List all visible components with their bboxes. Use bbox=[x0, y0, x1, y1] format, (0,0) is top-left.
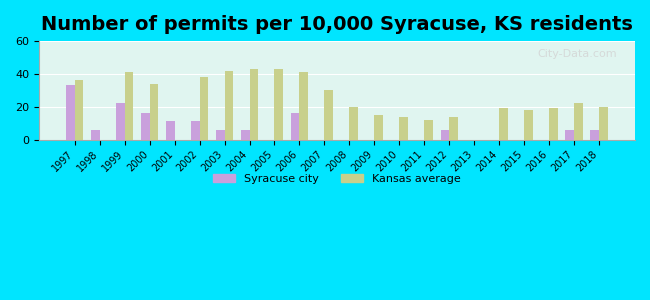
Bar bbox=[300, 72, 308, 140]
Bar bbox=[566, 130, 574, 140]
Bar bbox=[91, 130, 99, 140]
Bar bbox=[399, 116, 408, 140]
Bar bbox=[574, 103, 583, 140]
Bar bbox=[525, 110, 533, 140]
Bar bbox=[240, 130, 250, 140]
Bar bbox=[150, 84, 159, 140]
Text: City-Data.com: City-Data.com bbox=[538, 49, 617, 59]
Bar bbox=[66, 85, 75, 140]
Bar bbox=[191, 122, 200, 140]
Bar bbox=[200, 77, 208, 140]
Bar bbox=[449, 116, 458, 140]
Bar bbox=[441, 130, 449, 140]
Bar bbox=[374, 115, 383, 140]
Bar bbox=[424, 120, 433, 140]
Bar bbox=[549, 108, 558, 140]
Bar bbox=[291, 113, 300, 140]
Bar bbox=[224, 70, 233, 140]
Bar bbox=[350, 107, 358, 140]
Bar bbox=[141, 113, 150, 140]
Legend: Syracuse city, Kansas average: Syracuse city, Kansas average bbox=[209, 169, 465, 188]
Bar bbox=[499, 108, 508, 140]
Bar bbox=[599, 107, 608, 140]
Bar bbox=[125, 72, 133, 140]
Bar bbox=[116, 103, 125, 140]
Bar bbox=[590, 130, 599, 140]
Bar bbox=[166, 122, 175, 140]
Bar bbox=[274, 69, 283, 140]
Bar bbox=[216, 130, 224, 140]
Title: Number of permits per 10,000 Syracuse, KS residents: Number of permits per 10,000 Syracuse, K… bbox=[41, 15, 633, 34]
Bar bbox=[75, 80, 83, 140]
Bar bbox=[250, 69, 258, 140]
Bar bbox=[324, 90, 333, 140]
